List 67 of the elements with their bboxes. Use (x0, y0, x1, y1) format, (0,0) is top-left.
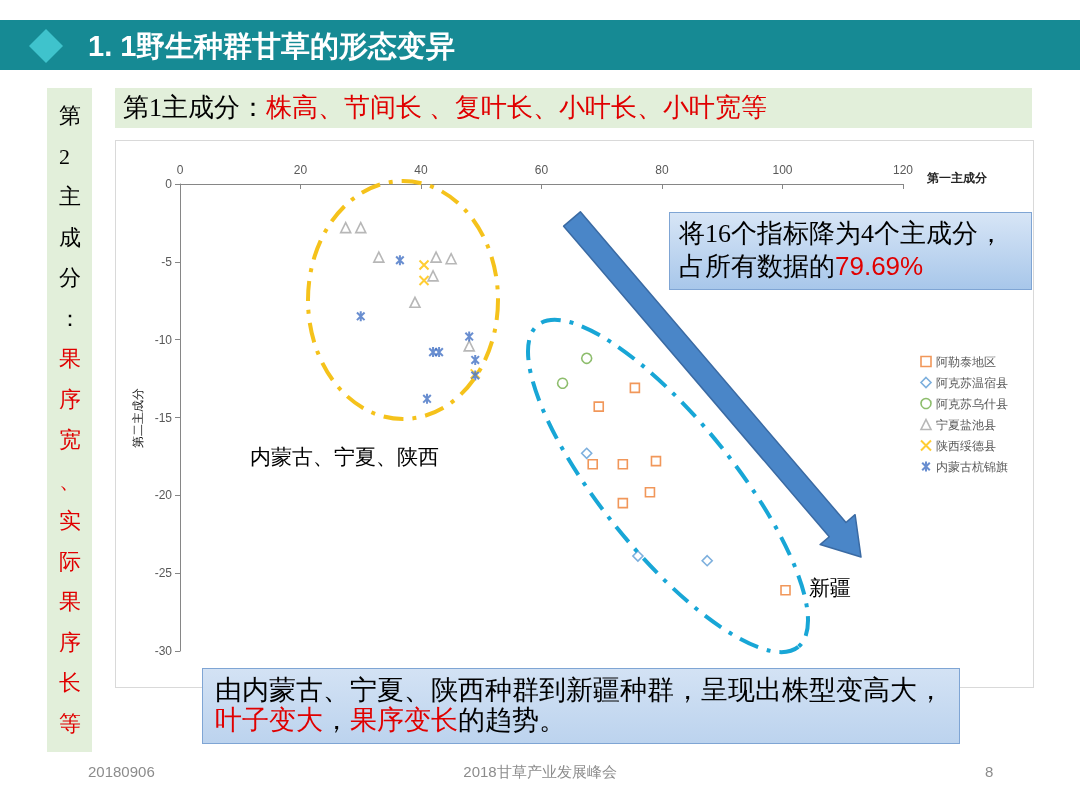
legend-label: 阿克苏乌什县 (936, 396, 1008, 411)
annotation: 新疆 (809, 575, 851, 602)
y-tick-label: -25 (154, 566, 173, 581)
y-tick-label: -15 (154, 410, 173, 425)
point (629, 382, 641, 394)
text: 由内蒙古、宁夏、陕西种群到新疆种群，呈现出株型变高大， (215, 675, 944, 705)
annotation: 将16个指标降为4个主成分， (679, 219, 1004, 248)
x-tick-label: 100 (772, 163, 793, 177)
annotation: 内蒙古、宁夏、陕西 (250, 444, 439, 471)
y-axis-title: 第二主成分 (130, 387, 145, 448)
point (427, 270, 439, 282)
annotation: 79.69% (835, 251, 924, 281)
legend-label: 阿勒泰地区 (936, 354, 996, 369)
point (354, 221, 367, 234)
chart-title: 1. 1野生种群甘草的形态变异 (88, 29, 456, 64)
text: 果序变长 (350, 705, 458, 735)
point (556, 377, 569, 390)
x-tick-label: 0 (176, 163, 184, 177)
legend-label: 内蒙古杭锦旗 (936, 459, 1008, 474)
legend-label: 宁夏盐池县 (936, 417, 996, 432)
point (632, 550, 644, 562)
point (409, 296, 421, 309)
point (395, 254, 405, 267)
point (355, 310, 366, 323)
x-axis-title: 第一主成分 (926, 171, 988, 185)
x-tick-label: 120 (892, 163, 914, 177)
point (339, 221, 352, 234)
y-tick-label: -20 (154, 488, 173, 503)
point (780, 584, 791, 596)
point (418, 275, 430, 287)
y-tick-label: -30 (154, 644, 173, 658)
x-tick-label: 20 (293, 163, 308, 177)
text: 20180906 (88, 763, 155, 780)
legend-label: 陕西绥德县 (936, 438, 996, 453)
point (593, 401, 605, 412)
point (701, 554, 713, 567)
point (617, 497, 629, 509)
x-tick-label: 40 (414, 163, 428, 177)
point (587, 458, 599, 470)
point (617, 458, 629, 470)
legend-label: 阿克苏温宿县 (936, 375, 1008, 390)
point (418, 259, 430, 271)
text: 叶子变大 (215, 705, 323, 735)
point (463, 340, 475, 352)
point (580, 352, 593, 365)
point (580, 447, 593, 460)
y-tick-label: -5 (161, 254, 173, 269)
text: 第2主成分： (59, 103, 81, 331)
annotation: 占所有数据的 (679, 252, 835, 281)
point (464, 330, 474, 343)
y-tick-label: 0 (165, 177, 173, 191)
text: 第1主成分： (123, 93, 266, 122)
text: 2018甘草产业发展峰会 (462, 763, 618, 782)
text: 株高、节间长 、复叶长、小叶长、小叶宽等 (266, 93, 767, 122)
x-tick-label: 80 (655, 163, 669, 177)
y-tick-label: -10 (154, 332, 173, 347)
text: 果序宽、实际果序长等 (59, 346, 81, 736)
text: ， (323, 705, 350, 735)
text: 8 (985, 763, 994, 780)
text: 的趋势。 (458, 705, 566, 735)
point (422, 392, 432, 405)
point (650, 455, 662, 467)
x-tick-label: 60 (534, 163, 549, 177)
point (373, 251, 385, 263)
point (430, 251, 442, 263)
point (644, 486, 656, 498)
point (445, 252, 457, 265)
